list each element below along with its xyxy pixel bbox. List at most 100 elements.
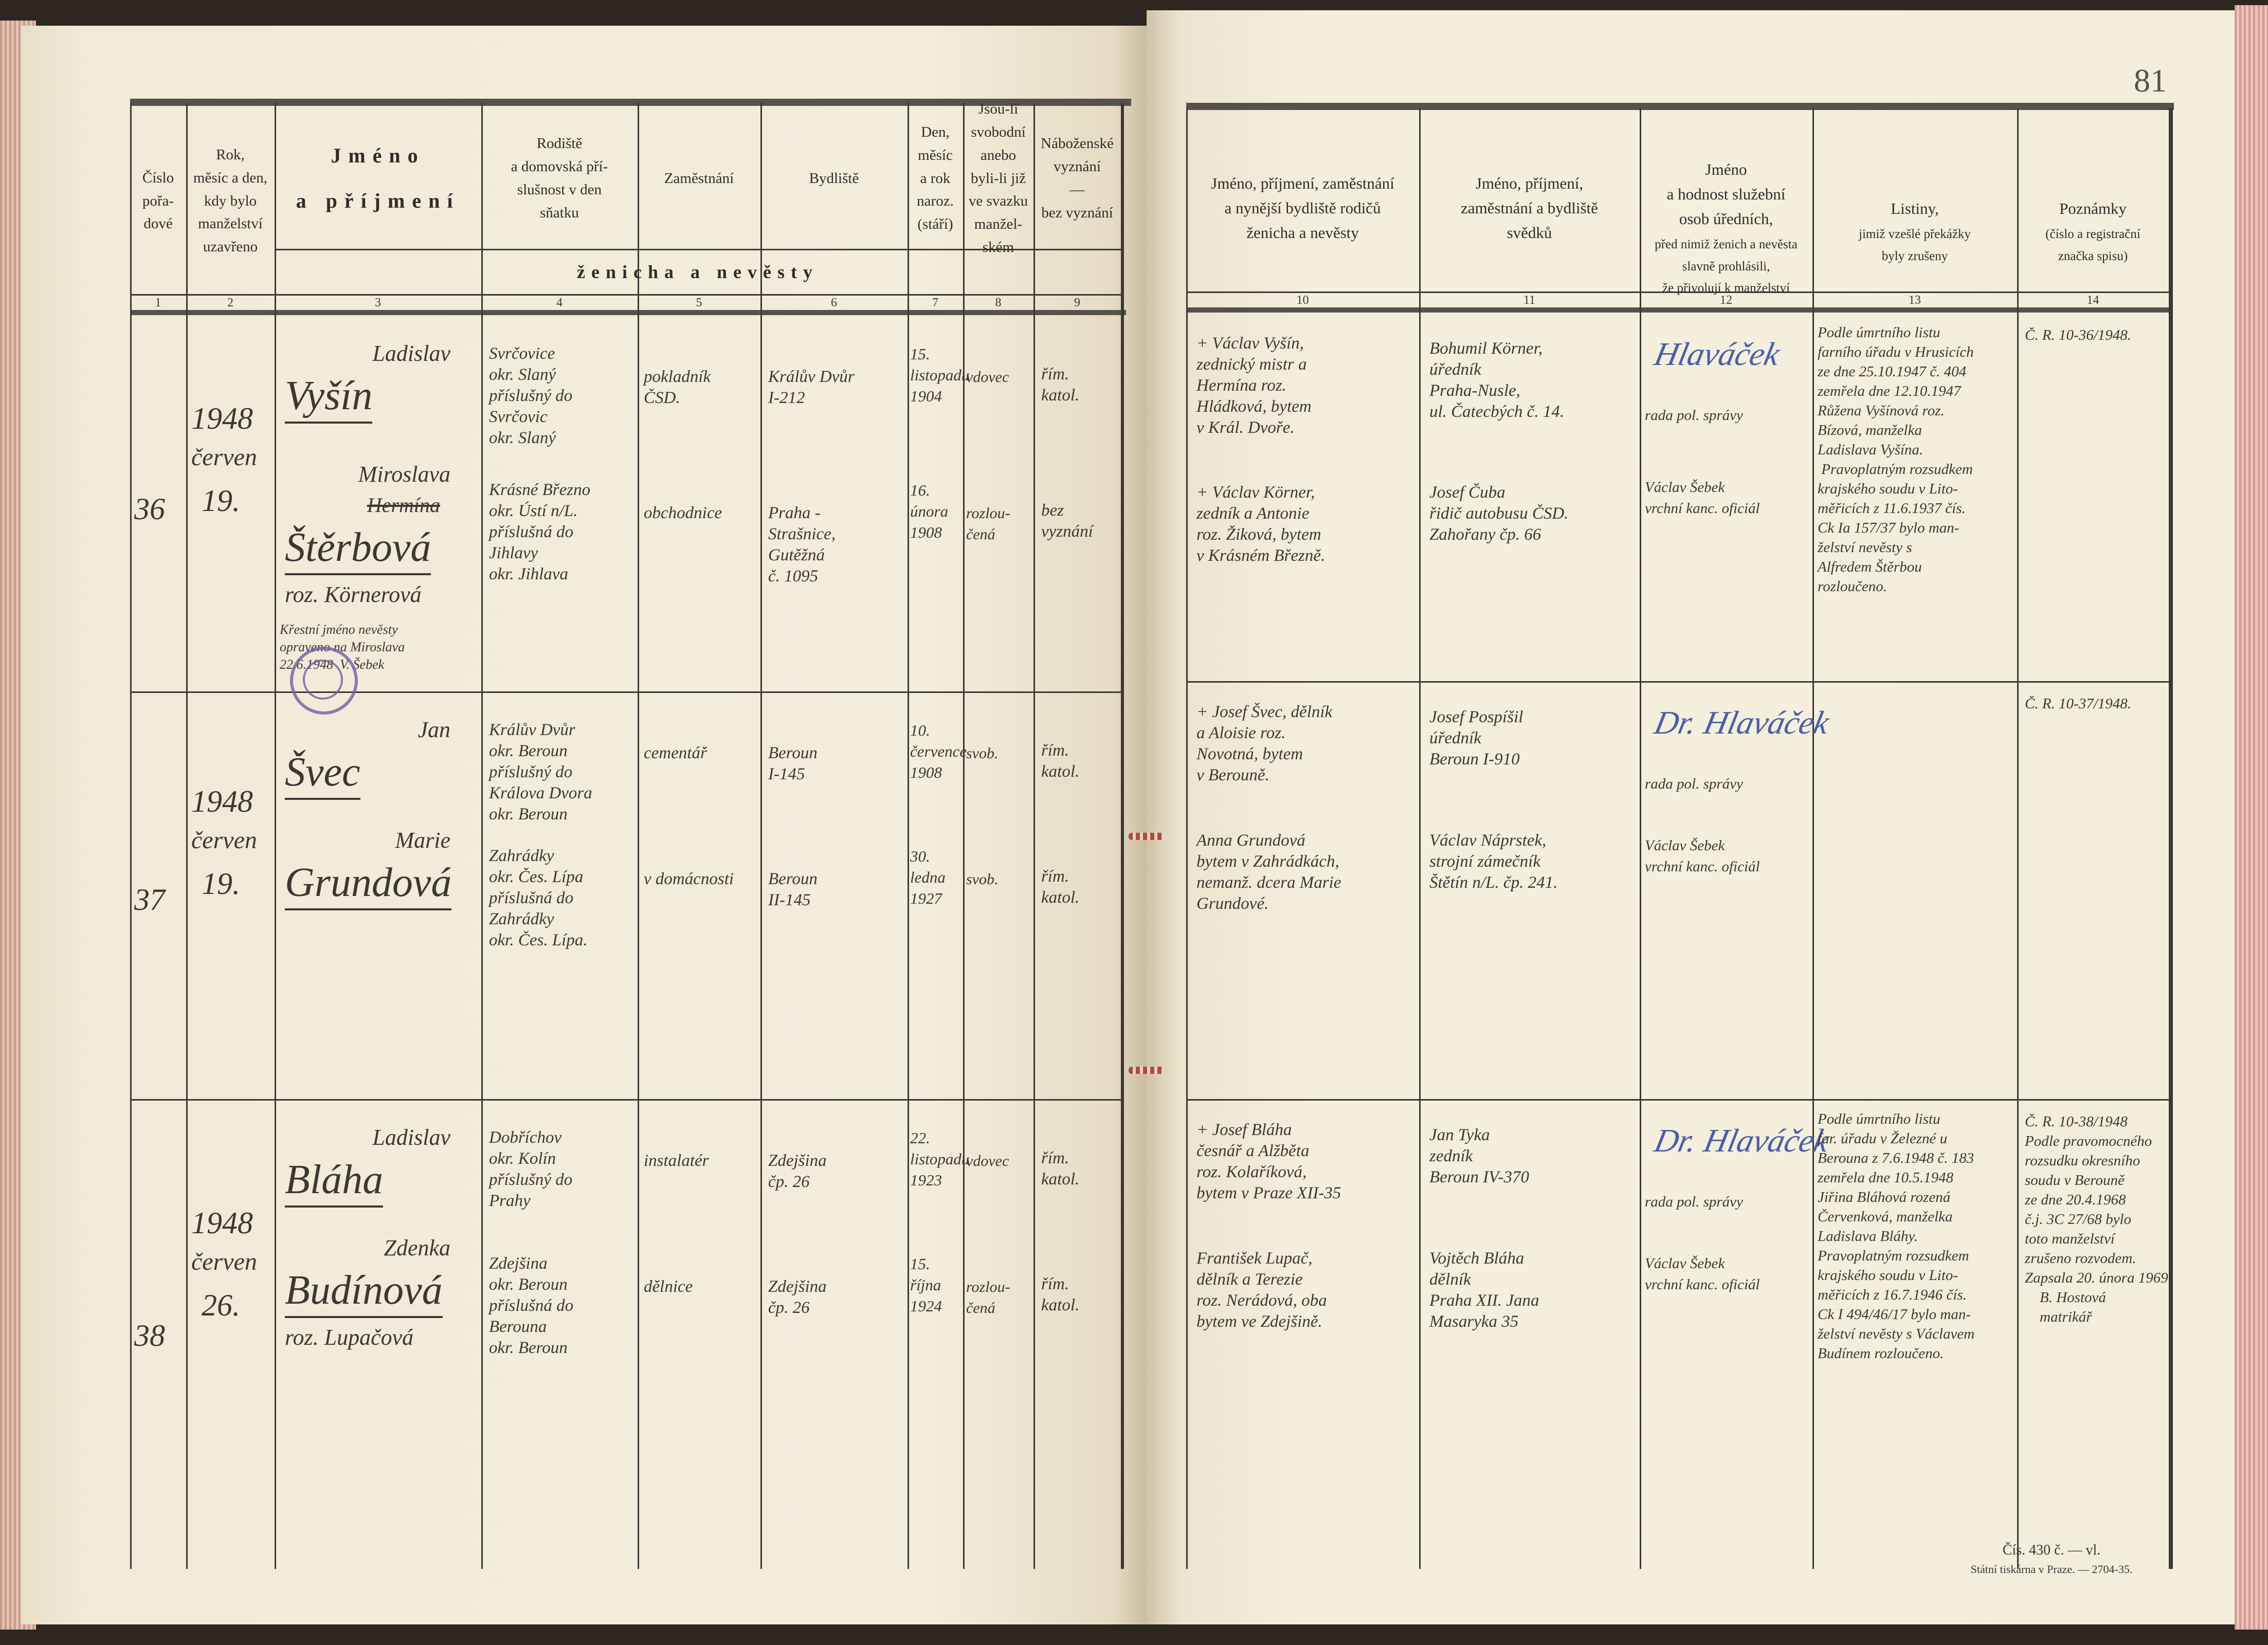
- registrar: Václav Šebek vrchní kanc. oficiál: [1645, 1255, 1760, 1293]
- groom-surname: Švec: [275, 746, 360, 800]
- page-number: 81: [2134, 62, 2167, 99]
- marriage-month: červen: [191, 827, 257, 854]
- bride-residence: Zdejšina čp. 26: [768, 1277, 827, 1317]
- witness-2: Vojtěch Bláha dělník Praha XII. Jana Mas…: [1429, 1249, 1539, 1331]
- witness-1: Josef Pospíšil úředník Beroun I-910: [1429, 708, 1523, 769]
- form-number: Čís. 430 č. — vl.: [2002, 1542, 2101, 1558]
- header-divider: [275, 249, 1121, 250]
- column-line: [275, 103, 276, 1569]
- column-line: [760, 103, 762, 1569]
- registrar: Václav Šebek vrchní kanc. oficiál: [1645, 837, 1760, 875]
- groom-residence: Králův Dvůr I-212: [768, 368, 855, 407]
- entry-divider: [1186, 681, 2169, 683]
- entry-divider: [1186, 1099, 2169, 1101]
- witness-2: Josef Čuba řidič autobusu ČSD. Zahořany …: [1429, 483, 1569, 544]
- marriage-year: 1948: [191, 1206, 253, 1240]
- official-signature: Dr. Hlaváček: [1651, 704, 1833, 741]
- column-header-span: ženicha a nevěsty: [577, 261, 819, 282]
- bride-residence: Praha - Strašnice, Gutěžná č. 1095: [768, 504, 836, 586]
- entry-number: 36: [134, 491, 165, 526]
- column-number: 5: [696, 296, 702, 309]
- bride-birthplace: Zahrádky okr. Čes. Lípa příslušná do Zah…: [489, 847, 588, 949]
- witness-1: Bohumil Körner, úředník Praha-Nusle, ul.…: [1429, 339, 1565, 421]
- register-notes: Č. R. 10-37/1948.: [2025, 696, 2132, 712]
- witness-1: Jan Tyka zedník Beroun IV-370: [1429, 1126, 1529, 1186]
- binding-thread: [1129, 833, 1165, 840]
- marriage-day: 19.: [202, 867, 240, 901]
- groom-surname-text: Švec: [285, 746, 360, 800]
- printer-imprint: Státní tiskárna v Praze. — 2704-35.: [1970, 1563, 2133, 1576]
- column-number: 7: [932, 296, 938, 309]
- bride-first-name: Zdenka: [384, 1235, 450, 1260]
- bride-religion: bez vyznání: [1041, 501, 1093, 541]
- groom-occupation: cementář: [644, 744, 707, 762]
- marriage-month: červen: [191, 444, 257, 471]
- official-signature: Dr. Hlaváček: [1651, 1122, 1833, 1159]
- column-line: [1033, 103, 1035, 1569]
- column-line: [1121, 103, 1124, 1569]
- binding-thread: [1129, 1067, 1165, 1074]
- column-header: Poznámky: [2059, 199, 2127, 217]
- groom-birth-date: 15. listopadu 1904: [910, 345, 970, 405]
- groom-surname-text: Vyšín: [285, 370, 373, 424]
- official-title: rada pol. správy: [1645, 776, 1743, 792]
- bride-surname: Grundová: [275, 857, 452, 910]
- column-header: Zaměstnání: [664, 170, 734, 187]
- table-top-border: [1186, 103, 2174, 110]
- bride-surname: Budínová: [275, 1265, 443, 1318]
- official-stamp: [290, 647, 358, 715]
- groom-residence: Zdejšina čp. 26: [768, 1152, 827, 1191]
- bride-maiden-name: roz. Lupačová: [285, 1325, 414, 1350]
- column-line: [963, 103, 965, 1569]
- column-header: Den, měsíc a rok naroz. (stáří): [917, 123, 954, 233]
- groom-parents: + Josef Bláha česnář a Alžběta roz. Kola…: [1196, 1121, 1341, 1202]
- right-page-edges: [2235, 5, 2268, 1630]
- column-number: 12: [1720, 294, 1732, 307]
- bride-birthplace: Zdejšina okr. Beroun příslušná do Beroun…: [489, 1254, 574, 1357]
- column-header-note: jimiž vzešlé překážky byly zrušeny: [1859, 227, 1971, 263]
- column-number-divider: [1186, 291, 2169, 293]
- groom-parents: + Josef Švec, dělník a Aloisie roz. Novo…: [1196, 703, 1333, 784]
- witness-2: Václav Náprstek, strojní zámečník Štětín…: [1429, 831, 1558, 892]
- column-line: [1812, 108, 1814, 1569]
- column-number: 10: [1296, 294, 1309, 307]
- marriage-day: 26.: [202, 1288, 240, 1323]
- marriage-year: 1948: [191, 401, 253, 436]
- official-stamp-inner: [303, 660, 343, 700]
- bride-religion: řím. katol.: [1041, 1275, 1080, 1314]
- groom-marital-status: vdovec: [966, 369, 1009, 386]
- bride-parents: + Václav Körner, zedník a Antonie roz. Ž…: [1196, 483, 1326, 565]
- column-number: 4: [556, 296, 563, 309]
- groom-marital-status: svob.: [966, 745, 999, 762]
- entry-number: 37: [134, 882, 165, 917]
- bride-religion: řím. katol.: [1041, 867, 1080, 907]
- bride-surname-text: Štěrbová: [285, 522, 431, 575]
- column-header: Listiny,: [1891, 199, 1939, 217]
- column-line: [1419, 108, 1421, 1569]
- column-header: Jméno a příjmení: [296, 144, 460, 212]
- column-line: [186, 103, 188, 1569]
- bride-birth-date: 30. ledna 1927: [910, 847, 946, 907]
- column-header-note: (číslo a registrační značka spisu): [2045, 227, 2140, 263]
- column-line: [638, 103, 639, 1569]
- groom-birth-date: 10. července 1908: [910, 721, 967, 781]
- groom-first-name: Ladislav: [372, 1125, 450, 1150]
- groom-first-name: Jan: [418, 717, 450, 742]
- marriage-day: 19.: [202, 484, 240, 518]
- bride-occupation: v domácnosti: [644, 870, 734, 888]
- column-line: [481, 103, 483, 1569]
- left-page: [21, 26, 1147, 1624]
- marriage-month: červen: [191, 1248, 257, 1276]
- column-line: [2169, 108, 2173, 1569]
- groom-religion: řím. katol.: [1041, 365, 1080, 405]
- column-number-divider: [130, 294, 1121, 296]
- bride-first-name: Miroslava: [358, 462, 450, 487]
- bride-occupation: obchodnice: [644, 504, 722, 522]
- groom-surname: Vyšín: [275, 370, 373, 424]
- column-header: Rodiště a domovská pří- slušnost v den s…: [511, 135, 608, 221]
- documents-note: Podle úmrtního listu far. úřadu v Železn…: [1818, 1111, 1975, 1362]
- marriage-year: 1948: [191, 784, 253, 819]
- groom-birthplace: Svrčovice okr. Slaný příslušný do Svrčov…: [489, 344, 573, 447]
- groom-occupation: instalatér: [644, 1152, 709, 1170]
- table-top-border: [130, 99, 1131, 106]
